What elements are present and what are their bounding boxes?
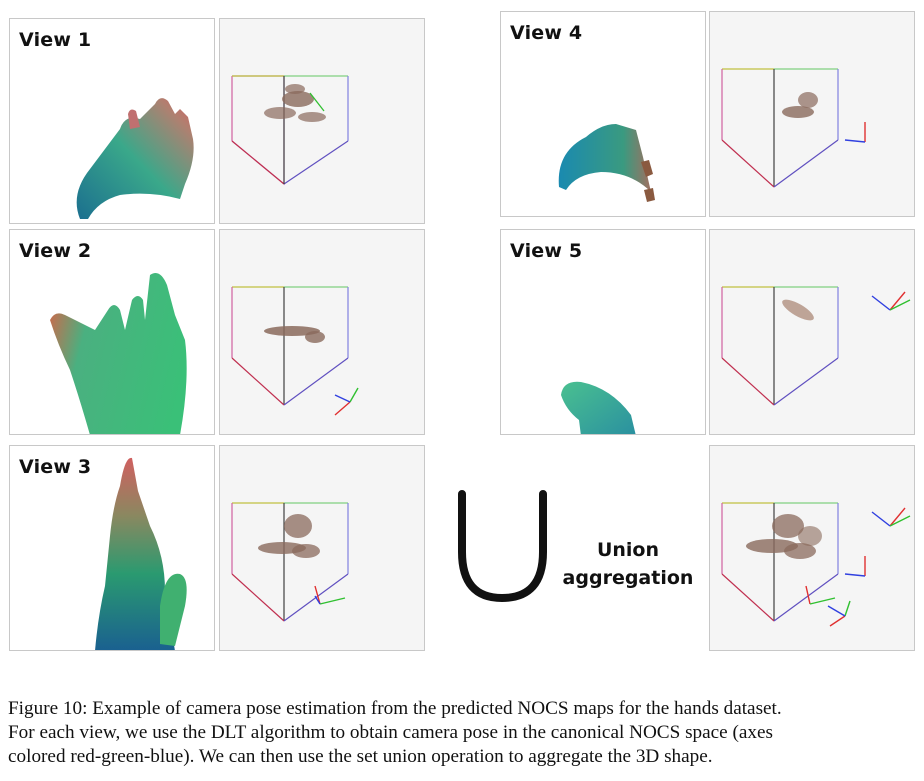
union-aggregation-label: Union aggregation <box>548 536 708 592</box>
view-2-label: View 2 <box>19 240 92 262</box>
view-3-nocs-cube <box>231 502 349 622</box>
view-3-nocs-map: View 3 <box>9 445 215 651</box>
union-nocs-cube <box>721 502 911 627</box>
view-3-camera-axes-icon <box>314 585 346 605</box>
view-3-label: View 3 <box>19 456 92 478</box>
union-label-line2: aggregation <box>562 567 694 589</box>
union-symbol-icon <box>458 490 547 603</box>
view-1-nocs-map: View 1 <box>9 18 215 224</box>
view-2-nocs-cube <box>231 286 359 416</box>
caption-line-2: For each view, we use the DLT algorithm … <box>8 722 773 743</box>
view-1-hand-render <box>76 98 194 219</box>
view-5-camera-axes-icon <box>871 291 911 311</box>
caption-line-1: Figure 10: Example of camera pose estima… <box>8 698 782 719</box>
view-4-camera-axes-icon <box>844 122 866 143</box>
view-4-nocs-map: View 4 <box>500 11 706 217</box>
view-4-hand-render <box>558 124 655 202</box>
view-2-hand-render <box>50 273 187 434</box>
union-pose-plot <box>709 445 915 651</box>
view-3-hand-render <box>95 457 187 650</box>
view-5-nocs-map: View 5 <box>500 229 706 435</box>
view-4-nocs-cube <box>721 68 866 188</box>
caption-line-3: colored red-green-blue). We can then use… <box>8 746 713 767</box>
union-camera-axes-icon <box>805 507 911 627</box>
view-5-nocs-cube <box>721 286 911 406</box>
view-2-pose-plot <box>219 229 425 435</box>
view-2-nocs-map: View 2 <box>9 229 215 435</box>
view-1-pose-plot <box>219 18 425 224</box>
view-4-label: View 4 <box>510 22 583 44</box>
view-5-hand-render <box>561 381 636 434</box>
view-1-label: View 1 <box>19 29 92 51</box>
view-5-pose-plot <box>709 229 915 435</box>
figure-caption: Figure 10: Example of camera pose estima… <box>8 697 920 769</box>
view-1-nocs-cube <box>231 75 349 186</box>
view-5-label: View 5 <box>510 240 583 262</box>
union-label-line1: Union <box>596 539 660 561</box>
view-2-camera-axes-icon <box>334 387 359 416</box>
view-3-pose-plot <box>219 445 425 651</box>
view-4-pose-plot <box>709 11 915 217</box>
